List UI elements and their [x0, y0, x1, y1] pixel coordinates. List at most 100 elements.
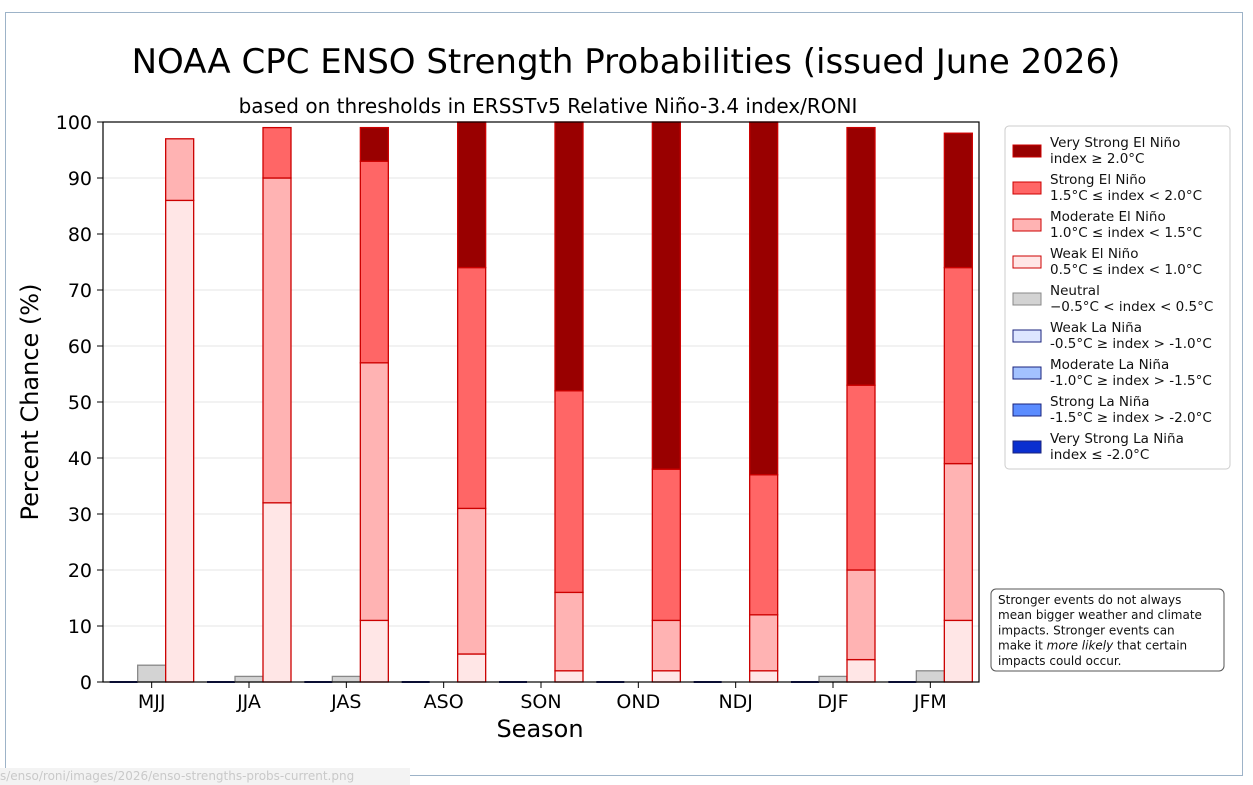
chart-title: NOAA CPC ENSO Strength Probabilities (is… [132, 42, 1121, 82]
annotation-italic: more likely [1047, 639, 1114, 653]
bar-segment [749, 474, 779, 616]
x-tick-label: MJJ [138, 691, 166, 713]
bar-segment [554, 670, 584, 683]
annotation-frame [990, 588, 1225, 672]
bar-segment [359, 619, 389, 683]
annotation-line: make it more likely that certain [998, 639, 1187, 653]
legend-range: 1.5°C ≤ index < 2.0°C [1050, 188, 1202, 204]
annotation-text: impacts. Stronger events can [998, 623, 1175, 637]
annotation-text-after: that certain [1113, 639, 1187, 653]
bar-segment [331, 675, 361, 683]
bar-segment [943, 132, 973, 269]
legend-range: index ≤ -2.0°C [1050, 447, 1149, 463]
y-tick-label: 90 [68, 168, 92, 190]
bar-segment [915, 670, 945, 683]
y-axis-label: Percent Chance (%) [16, 284, 44, 521]
bar-segment [359, 362, 389, 622]
x-tick-label: ASO [424, 691, 464, 713]
x-tick-label: JJA [236, 691, 261, 713]
annotation-line: Stronger events do not always [998, 593, 1181, 607]
x-tick-label: JFM [913, 691, 947, 713]
bar-segment [262, 177, 292, 504]
legend-label: Very Strong El Niño [1050, 135, 1180, 151]
annotation-text: make it [998, 639, 1047, 653]
legend-swatch [1012, 403, 1042, 417]
legend-label: Weak La Niña [1050, 320, 1142, 336]
bar-segment [457, 653, 487, 683]
bar-segment [554, 591, 584, 672]
bar-segment [262, 502, 292, 683]
bars [109, 121, 973, 683]
legend-swatch [1012, 329, 1042, 343]
y-tick-label: 10 [68, 616, 92, 638]
annotation-text: impacts could occur. [998, 654, 1121, 668]
legend-range: 0.5°C ≤ index < 1.0°C [1050, 262, 1202, 278]
chart-subtitle: based on thresholds in ERSSTv5 Relative … [239, 94, 858, 118]
legend-label: Neutral [1050, 283, 1100, 299]
bar-segment [846, 384, 876, 571]
legend-range: index ≥ 2.0°C [1050, 151, 1144, 167]
x-tick-label: DJF [817, 691, 848, 713]
bar-segment [554, 390, 584, 594]
bar-segment [846, 126, 876, 386]
legend-range: −0.5°C < index < 0.5°C [1050, 299, 1213, 315]
y-tick-label: 60 [68, 336, 92, 358]
y-tick-label: 50 [68, 392, 92, 414]
axes: 0 10 20 30 40 50 60 70 80 90 100 MJJ JJA JAS ASO SON OND… [56, 112, 980, 713]
bar-segment [943, 619, 973, 683]
legend-range: -0.5°C ≥ index > -1.0°C [1050, 336, 1212, 352]
legend-swatch [1012, 255, 1042, 269]
y-tick-label: 100 [56, 112, 92, 134]
plot-area [102, 121, 980, 683]
bar-segment [234, 675, 264, 683]
legend-swatch [1012, 144, 1042, 158]
bar-segment [554, 121, 584, 392]
y-tick-label: 70 [68, 280, 92, 302]
legend-swatch [1012, 440, 1042, 454]
bar-segment [651, 468, 681, 622]
legend-swatch [1012, 292, 1042, 306]
bar-segment [651, 619, 681, 672]
annotation-line: impacts could occur. [998, 654, 1121, 668]
bar-segment [165, 199, 195, 683]
legend-label: Moderate La Niña [1050, 357, 1169, 373]
bar-segment [651, 121, 681, 470]
legend-box [1004, 125, 1231, 470]
legend-range: -1.5°C ≥ index > -2.0°C [1050, 410, 1212, 426]
bar-segment [359, 126, 389, 162]
legend-range: -1.0°C ≥ index > -1.5°C [1050, 373, 1212, 389]
legend-label: Moderate El Niño [1050, 209, 1166, 225]
y-tick-label: 30 [68, 504, 92, 526]
grid-lines [103, 177, 979, 627]
legend-label: Weak El Niño [1050, 246, 1138, 262]
bar-segment [359, 160, 389, 364]
annotation-line: mean bigger weather and climate [998, 608, 1202, 622]
bar-segment [137, 664, 167, 683]
bar-segment [749, 670, 779, 683]
footer-url: s/enso/roni/images/2026/enso-strengths-p… [0, 768, 410, 785]
legend-swatch [1012, 366, 1042, 380]
x-axis-label: Season [496, 715, 583, 743]
annotation-line: impacts. Stronger events can [998, 623, 1175, 637]
x-tick-label: NDJ [718, 691, 752, 713]
bar-segment [943, 266, 973, 465]
bar-segment [943, 462, 973, 622]
bar-segment [457, 507, 487, 655]
bar-segment [165, 138, 195, 202]
figure-frame [5, 12, 1243, 776]
bar-segment [749, 121, 779, 476]
legend-swatch [1012, 218, 1042, 232]
bar-segment [846, 569, 876, 661]
legend-label: Strong La Niña [1050, 394, 1150, 410]
bar-segment [457, 266, 487, 510]
y-tick-label: 80 [68, 224, 92, 246]
legend-range: 1.0°C ≤ index < 1.5°C [1050, 225, 1202, 241]
y-tick-label: 20 [68, 560, 92, 582]
x-tick-label: JAS [330, 691, 361, 713]
y-tick-label: 40 [68, 448, 92, 470]
x-tick-label: SON [520, 691, 561, 713]
legend-label: Very Strong La Niña [1050, 431, 1184, 447]
bar-segment [749, 614, 779, 672]
